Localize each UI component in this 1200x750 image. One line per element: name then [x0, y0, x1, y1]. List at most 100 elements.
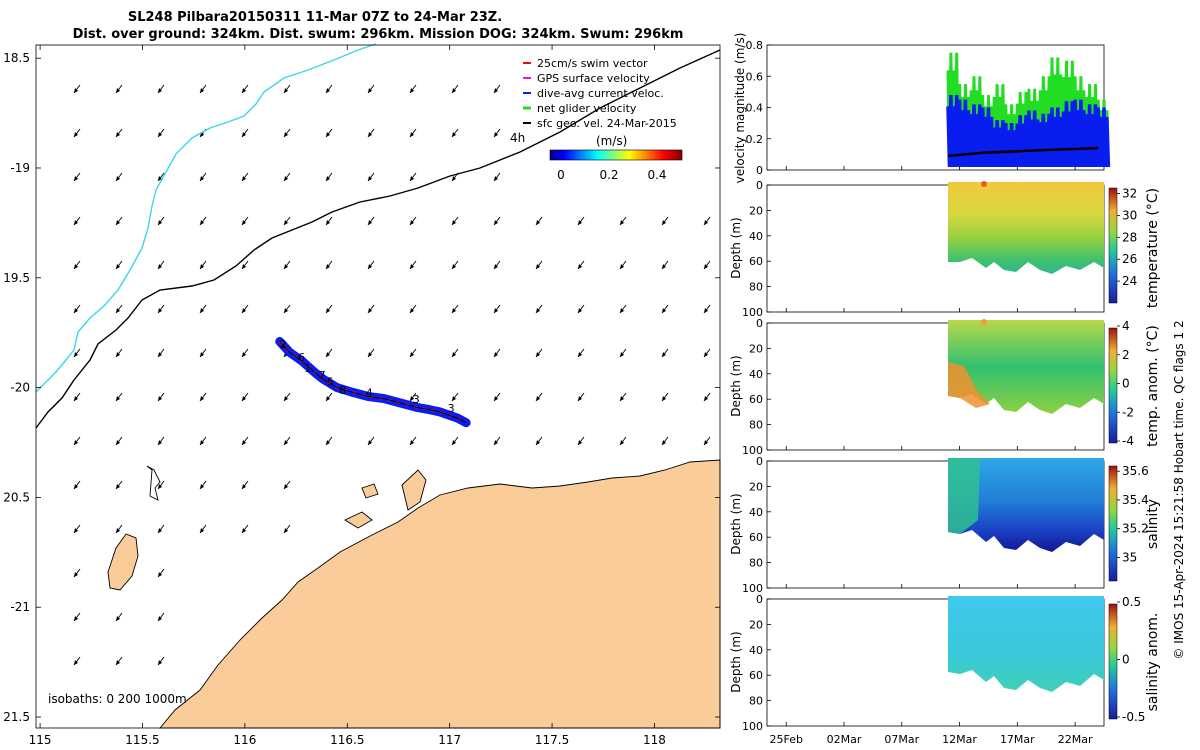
depth-tick-label: 40: [749, 230, 763, 243]
colorbar-tick-label: 28: [1122, 230, 1137, 244]
current-arrow-head: [116, 616, 120, 621]
map-axis-ticks: 115 115.5 116 116.5 117 117.5 118 18.5 -19 19.5 -2…: [3, 45, 720, 747]
track-day-label: 2: [280, 338, 287, 351]
depth-tick-label: 20: [749, 204, 763, 217]
depth-tick-label: 20: [749, 618, 763, 631]
velocity-ytick-label: 0.8: [746, 39, 764, 52]
current-arrow-head: [620, 352, 624, 357]
colorbar-tick-label: 35: [1122, 550, 1137, 564]
current-arrow-head: [368, 308, 372, 313]
current-arrow-head: [494, 352, 498, 357]
current-arrow-head: [452, 132, 456, 137]
temperature-panel: temperature (°C) Depth (m): [729, 181, 1161, 313]
current-arrow-head: [74, 176, 78, 181]
colorbar-tick-label: 2: [1122, 348, 1130, 362]
island-small-d: [146, 465, 161, 501]
current-arrow-head: [284, 396, 288, 401]
cb-tick-1: 0.2: [599, 168, 618, 182]
time-tick-label: 22Mar: [1058, 733, 1093, 746]
colorbar-tick-label: 26: [1122, 252, 1137, 266]
depth-tick-label: 40: [749, 506, 763, 519]
current-arrow-head: [200, 220, 204, 225]
map-frame: [35, 44, 721, 729]
current-arrow-head: [494, 132, 498, 137]
depth-tick-label: 100: [742, 582, 763, 595]
current-arrow-head: [620, 308, 624, 313]
imos-credit: © IMOS 15-Apr-2024 15:21:58 Hobart time.…: [1172, 320, 1186, 659]
current-arrow-head: [368, 220, 372, 225]
current-arrow-head: [326, 440, 330, 445]
current-arrow-head: [662, 440, 666, 445]
colorbar-tick-label: 0: [1122, 377, 1130, 391]
mainland-australia: [159, 459, 721, 729]
current-arrow-head: [326, 308, 330, 313]
track-day-label: 1: [304, 362, 311, 375]
current-arrow-head: [326, 132, 330, 137]
current-arrow-head: [410, 396, 414, 401]
current-arrow-head: [116, 308, 120, 313]
track-day-label: 8: [339, 384, 346, 397]
salinity-fresh-patch: [948, 458, 980, 534]
current-arrow-head: [494, 308, 498, 313]
depth-tick-label: 80: [749, 557, 763, 570]
current-arrow-head: [452, 352, 456, 357]
temp-anom-colorbar: [1108, 327, 1118, 444]
current-arrow-head: [578, 352, 582, 357]
current-arrow-head: [200, 352, 204, 357]
current-arrow-head: [284, 176, 288, 181]
map-ytick-label: -21: [10, 600, 30, 614]
time-tick-label: 25Feb: [769, 733, 802, 746]
current-arrow-head: [326, 396, 330, 401]
current-arrow-head: [326, 352, 330, 357]
salinity-colorbar: [1108, 465, 1118, 582]
current-arrow-head: [242, 176, 246, 181]
current-arrow-head: [536, 264, 540, 269]
time-tick-label: 07Mar: [884, 733, 919, 746]
current-arrow-head: [284, 132, 288, 137]
current-arrow-head: [74, 396, 78, 401]
legend-sfc: sfc geo. vel. 24-Mar-2015: [537, 117, 677, 130]
colorbar-tick-label: -2: [1122, 405, 1134, 419]
current-arrow-head: [116, 264, 120, 269]
current-arrow-head: [410, 308, 414, 313]
current-arrow-head: [242, 132, 246, 137]
current-arrow-head: [410, 88, 414, 93]
depth-tick-label: 80: [749, 281, 763, 294]
current-arrow-head: [74, 88, 78, 93]
colorbar-tick-label: 35.2: [1122, 522, 1149, 536]
current-arrow-head: [284, 264, 288, 269]
current-arrow-head: [662, 264, 666, 269]
current-arrow-head: [284, 528, 288, 533]
velocity-ytick-label: 0.4: [746, 102, 764, 115]
depth-tick-label: 0: [756, 593, 763, 606]
current-arrow-head: [158, 264, 162, 269]
map-xtick-label: 117: [438, 733, 461, 747]
cb-tick-2: 0.4: [647, 168, 666, 182]
time-tick-label: 12Mar: [942, 733, 977, 746]
sal-anom-cb-label: salinity anom.: [1145, 613, 1161, 712]
current-arrow-head: [158, 660, 162, 665]
current-arrow-head: [536, 396, 540, 401]
map-ytick-label: -20: [10, 381, 30, 395]
current-arrow-head: [116, 176, 120, 181]
current-arrow-head: [368, 132, 372, 137]
temp-anom-ylabel: Depth (m): [729, 355, 743, 416]
current-arrow-head: [368, 352, 372, 357]
legend-gps: GPS surface velocity: [537, 72, 650, 85]
cb-tick-0: 0: [557, 168, 565, 182]
title-line2: Dist. over ground: 324km. Dist. swum: 29…: [73, 27, 684, 42]
temperature-section: [948, 182, 1104, 274]
depth-tick-label: 60: [749, 393, 763, 406]
map-ytick-label: 20.5: [3, 490, 30, 504]
track-day-label: 3: [448, 402, 455, 415]
current-arrow-head: [74, 132, 78, 137]
current-arrow-head: [74, 352, 78, 357]
current-arrow-head: [158, 440, 162, 445]
salinity-ylabel: Depth (m): [729, 493, 743, 554]
current-arrow-head: [704, 308, 708, 313]
salinity-cb-label: salinity: [1145, 499, 1161, 549]
current-arrow-head: [74, 616, 78, 621]
track-day-label: 3: [413, 393, 420, 406]
velocity-ytick-label: 0.6: [746, 70, 764, 83]
current-arrow-head: [620, 264, 624, 269]
